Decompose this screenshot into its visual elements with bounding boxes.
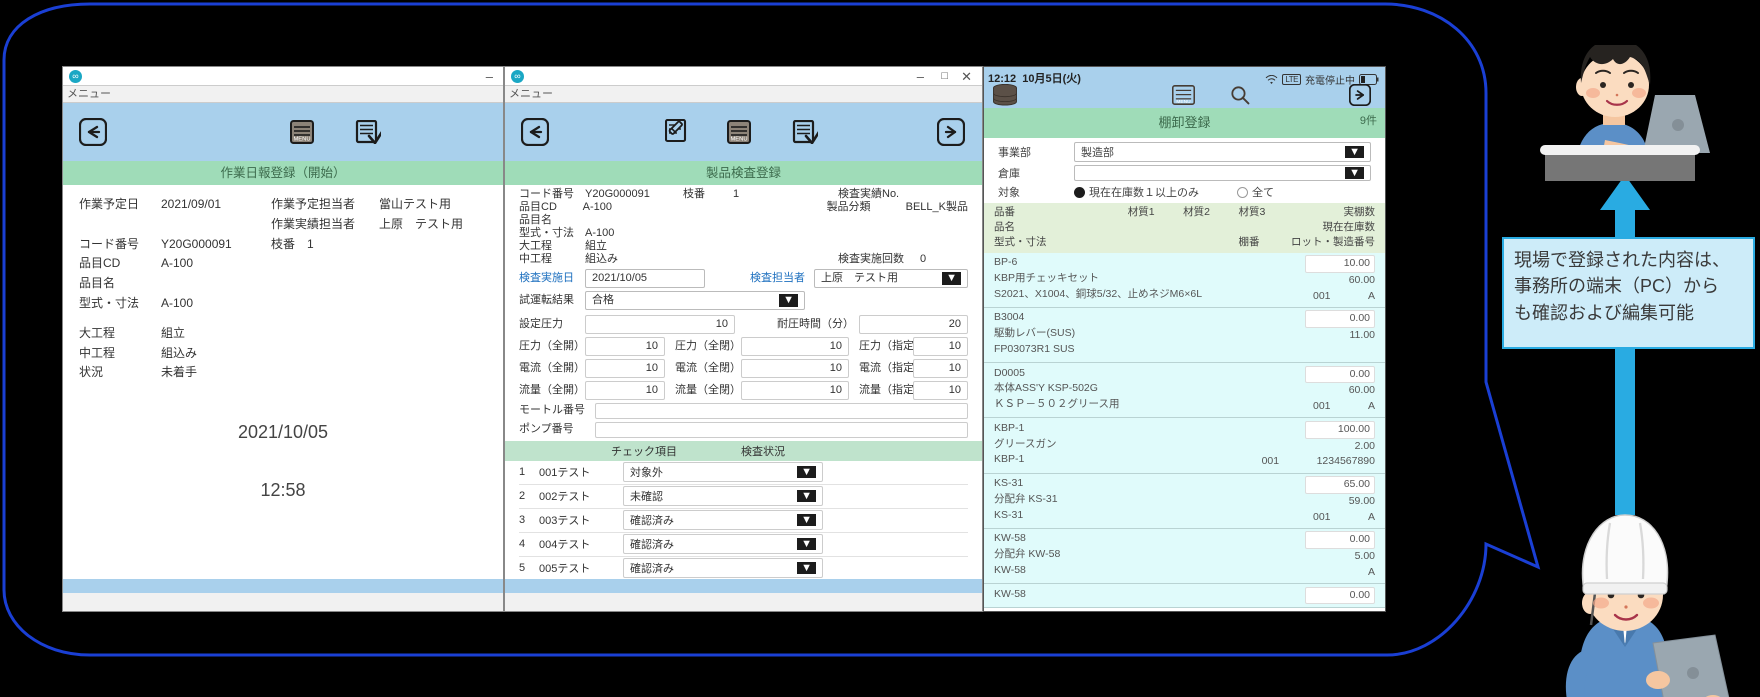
svg-text:MENU: MENU xyxy=(293,137,310,143)
svg-text:MENU: MENU xyxy=(1176,99,1191,105)
svg-text:MENU: MENU xyxy=(730,137,747,143)
